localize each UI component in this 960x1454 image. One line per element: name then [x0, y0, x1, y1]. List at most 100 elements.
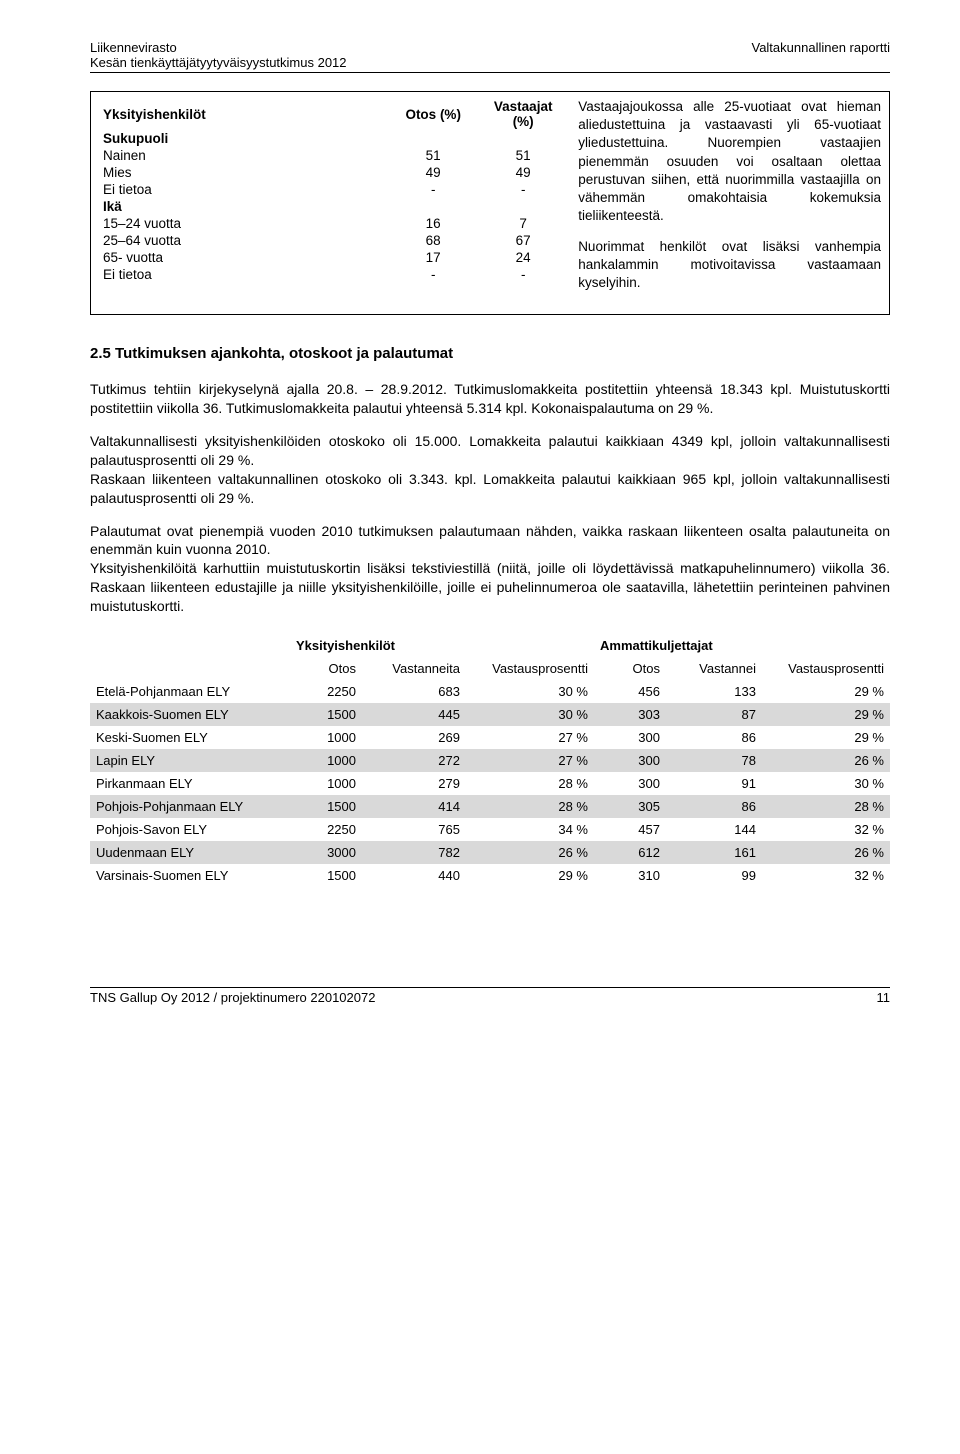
header-left: Liikennevirasto Kesän tienkäyttäjätyytyv… — [90, 40, 347, 70]
table-row: Pohjois-Savon ELY225076534 %45714432 % — [90, 818, 890, 841]
cell: 16 — [388, 215, 478, 232]
cell: 26 % — [762, 749, 890, 772]
cell: 782 — [362, 841, 466, 864]
section-body: Tutkimus tehtiin kirjekyselynä ajalla 20… — [90, 380, 890, 616]
table-row: 65- vuotta1724 — [99, 249, 568, 266]
col-header: Otos (%) — [388, 98, 478, 130]
page-footer: TNS Gallup Oy 2012 / projektinumero 2201… — [90, 987, 890, 1005]
cell: 30 % — [466, 680, 594, 703]
table-row: Mies4949 — [99, 164, 568, 181]
super-header: Ammattikuljettajat — [594, 634, 890, 657]
cell: 28 % — [762, 795, 890, 818]
cell: 67 — [478, 232, 568, 249]
group-label: Sukupuoli — [99, 130, 568, 147]
footer-left: TNS Gallup Oy 2012 / projektinumero 2201… — [90, 990, 375, 1005]
cell: 30 % — [466, 703, 594, 726]
row-name: 15–24 vuotta — [99, 215, 388, 232]
row-name: Mies — [99, 164, 388, 181]
cell: 87 — [666, 703, 762, 726]
cell: 28 % — [466, 795, 594, 818]
note-paragraph: Vastaajajoukossa alle 25-vuotiaat ovat h… — [578, 98, 881, 226]
cell: 414 — [362, 795, 466, 818]
table-row: Uudenmaan ELY300078226 %61216126 % — [90, 841, 890, 864]
cell: 2250 — [290, 818, 362, 841]
cell: 27 % — [466, 726, 594, 749]
cell: 300 — [594, 749, 666, 772]
cell: 49 — [478, 164, 568, 181]
cell: 2250 — [290, 680, 362, 703]
group-label: Ikä — [99, 198, 568, 215]
cell: 765 — [362, 818, 466, 841]
cell: 457 — [594, 818, 666, 841]
cell: 30 % — [762, 772, 890, 795]
cell: 300 — [594, 772, 666, 795]
cell: 32 % — [762, 818, 890, 841]
cell: 49 — [388, 164, 478, 181]
cell: 1000 — [290, 772, 362, 795]
cell: 51 — [478, 147, 568, 164]
col-header: Yksityishenkilöt — [99, 98, 388, 130]
cell: 28 % — [466, 772, 594, 795]
cell: 29 % — [762, 726, 890, 749]
body-paragraph: Tutkimus tehtiin kirjekyselynä ajalla 20… — [90, 380, 890, 418]
cell: 29 % — [762, 703, 890, 726]
cell: 303 — [594, 703, 666, 726]
cell: - — [388, 266, 478, 283]
cell: 1500 — [290, 703, 362, 726]
col-header: Vastannei — [666, 657, 762, 680]
demographics-box: YksityishenkilötOtos (%)Vastaajat (%)Suk… — [90, 91, 890, 315]
row-name: Varsinais-Suomen ELY — [90, 864, 290, 887]
table-row: Keski-Suomen ELY100026927 %3008629 % — [90, 726, 890, 749]
note-paragraph: Nuorimmat henkilöt ovat lisäksi vanhempi… — [578, 238, 881, 293]
super-header: Yksityishenkilöt — [290, 634, 594, 657]
table-row: Kaakkois-Suomen ELY150044530 %3038729 % — [90, 703, 890, 726]
cell: 29 % — [466, 864, 594, 887]
ely-table-wrap: YksityishenkilötAmmattikuljettajatOtosVa… — [90, 634, 890, 887]
cell: - — [388, 181, 478, 198]
row-name: Kaakkois-Suomen ELY — [90, 703, 290, 726]
table-row: Etelä-Pohjanmaan ELY225068330 %45613329 … — [90, 680, 890, 703]
demographics-notes: Vastaajajoukossa alle 25-vuotiaat ovat h… — [568, 98, 881, 304]
cell: 272 — [362, 749, 466, 772]
cell: 1500 — [290, 864, 362, 887]
cell: 300 — [594, 726, 666, 749]
row-name: Lapin ELY — [90, 749, 290, 772]
cell: 68 — [388, 232, 478, 249]
row-name: Pohjois-Pohjanmaan ELY — [90, 795, 290, 818]
cell: 51 — [388, 147, 478, 164]
cell: 32 % — [762, 864, 890, 887]
col-header: Vastanneita — [362, 657, 466, 680]
cell: 26 % — [466, 841, 594, 864]
page-header: Liikennevirasto Kesän tienkäyttäjätyytyv… — [90, 40, 890, 73]
cell: 305 — [594, 795, 666, 818]
cell: 445 — [362, 703, 466, 726]
table-row: Pirkanmaan ELY100027928 %3009130 % — [90, 772, 890, 795]
header-right: Valtakunnallinen raportti — [751, 40, 890, 70]
col-header: Vastaajat (%) — [478, 98, 568, 130]
header-survey: Kesän tienkäyttäjätyytyväisyystutkimus 2… — [90, 55, 347, 70]
body-paragraph: Palautumat ovat pienempiä vuoden 2010 tu… — [90, 522, 890, 616]
row-name: 65- vuotta — [99, 249, 388, 266]
row-name: Uudenmaan ELY — [90, 841, 290, 864]
cell: 456 — [594, 680, 666, 703]
col-header — [90, 657, 290, 680]
cell: 133 — [666, 680, 762, 703]
cell: 683 — [362, 680, 466, 703]
cell: 1500 — [290, 795, 362, 818]
ely-table: YksityishenkilötAmmattikuljettajatOtosVa… — [90, 634, 890, 887]
cell: 7 — [478, 215, 568, 232]
cell: 1000 — [290, 726, 362, 749]
row-name: Pirkanmaan ELY — [90, 772, 290, 795]
cell: 26 % — [762, 841, 890, 864]
footer-page-number: 11 — [877, 990, 891, 1005]
cell: 17 — [388, 249, 478, 266]
table-row: Varsinais-Suomen ELY150044029 %3109932 % — [90, 864, 890, 887]
cell: - — [478, 266, 568, 283]
cell: - — [478, 181, 568, 198]
demographics-table-wrap: YksityishenkilötOtos (%)Vastaajat (%)Suk… — [99, 98, 568, 304]
cell: 612 — [594, 841, 666, 864]
col-header: Otos — [290, 657, 362, 680]
body-paragraph: Valtakunnallisesti yksityishenkilöiden o… — [90, 432, 890, 508]
cell: 34 % — [466, 818, 594, 841]
header-report: Valtakunnallinen raportti — [751, 40, 890, 55]
